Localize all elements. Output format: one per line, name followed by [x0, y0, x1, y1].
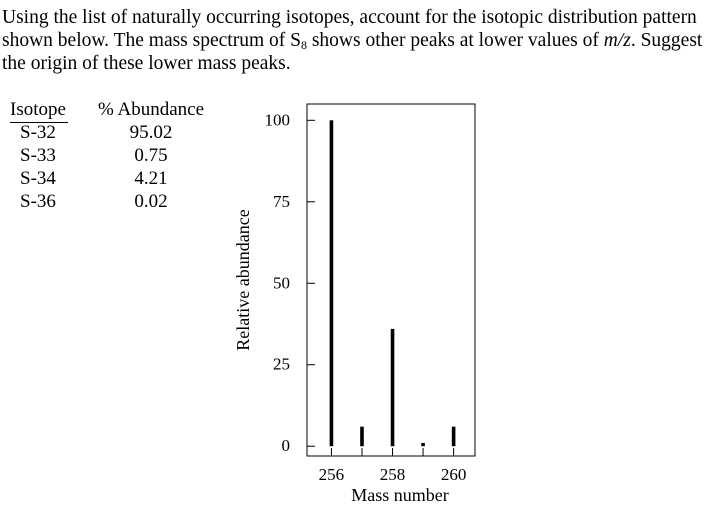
- question-text: Using the list of naturally occurring is…: [2, 6, 716, 75]
- y-tick-label: 75: [273, 192, 290, 211]
- y-tick-label: 50: [273, 273, 290, 292]
- table-row: S-34 4.21: [8, 167, 204, 190]
- table-row: S-36 0.02: [8, 190, 204, 213]
- y-axis-label: Relative abundance: [233, 209, 253, 350]
- header-abundance: % Abundance: [98, 99, 205, 120]
- table-row: S-33 0.75: [8, 144, 204, 167]
- header-isotope: Isotope: [10, 99, 66, 120]
- question-part3: . Suggest the origin of these lower mass…: [2, 30, 703, 74]
- bar: [329, 120, 334, 447]
- bar: [451, 426, 456, 447]
- bar: [421, 442, 425, 447]
- plot-frame: [306, 103, 476, 457]
- x-tick-label: 256: [319, 465, 345, 484]
- x-axis-label: Mass number: [351, 485, 449, 505]
- isotope-cell: S-32: [20, 122, 56, 143]
- bar: [390, 328, 395, 447]
- x-tick-label: 260: [441, 465, 467, 484]
- isotope-table-header: Isotope % Abundance: [8, 98, 204, 121]
- abundance-cell: 0.75: [134, 145, 168, 166]
- x-axis: 256 258 260: [319, 448, 467, 484]
- isotope-cell: S-33: [20, 145, 56, 166]
- bars: [329, 120, 456, 447]
- question-subscript: 8: [300, 38, 307, 52]
- table-header-underline: [10, 122, 68, 123]
- x-tick-label: 258: [380, 465, 406, 484]
- isotope-cell: S-34: [20, 168, 56, 189]
- bar: [360, 426, 364, 447]
- abundance-cell: 95.02: [129, 122, 173, 143]
- y-tick-label: 0: [282, 436, 291, 455]
- question-part1: Using the list of naturally occurring is…: [2, 7, 697, 51]
- table-row: S-32 95.02: [8, 121, 204, 144]
- isotope-table: Isotope % Abundance S-32 95.02 S-33 0.75…: [8, 98, 204, 213]
- abundance-cell: 0.02: [134, 191, 168, 212]
- question-part2: shows other peaks at lower values of: [306, 30, 604, 51]
- isotope-cell: S-36: [20, 191, 56, 212]
- question-mz: m/z: [603, 30, 631, 51]
- y-axis: 0 25 50 75 100: [265, 110, 315, 455]
- y-tick-label: 25: [273, 355, 290, 374]
- abundance-cell: 4.21: [134, 168, 168, 189]
- y-tick-label: 100: [265, 110, 291, 129]
